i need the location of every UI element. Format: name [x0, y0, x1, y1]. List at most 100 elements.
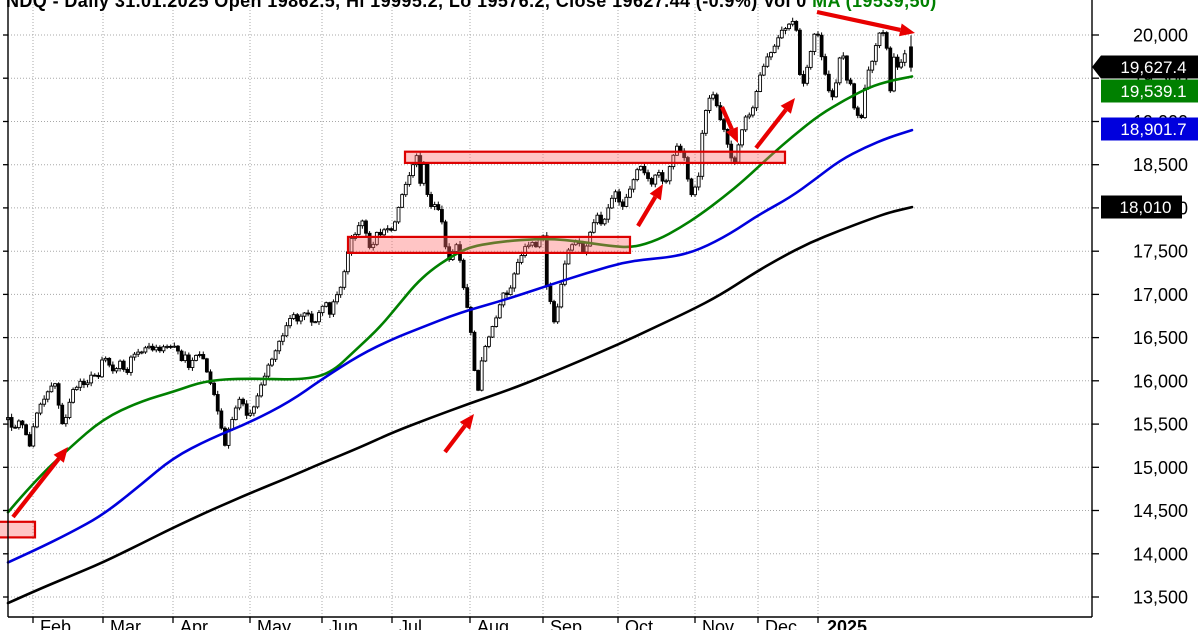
candle-up — [555, 306, 560, 323]
candle-up — [139, 351, 144, 354]
candle-up — [194, 354, 198, 361]
trend-arrow-top — [816, 9, 901, 32]
candle-up — [255, 395, 260, 408]
candle-up — [266, 364, 271, 377]
candle-up — [790, 20, 795, 25]
candle-up — [870, 60, 875, 71]
candle-up — [703, 110, 708, 134]
trend-arrow-nov-down — [720, 106, 734, 131]
candle-up — [877, 32, 882, 47]
candle-up — [273, 350, 278, 360]
candle-up — [497, 304, 502, 319]
candle-up — [588, 231, 593, 247]
zones-layer — [0, 150, 787, 539]
candle-down — [718, 105, 723, 121]
candle-down — [845, 55, 849, 81]
grid-layer — [8, 4, 1092, 617]
candle-down — [436, 204, 441, 210]
candle-up — [143, 347, 148, 353]
candle-up — [454, 244, 459, 252]
x-axis-month-label: Aug — [477, 617, 509, 630]
candle-up — [270, 358, 274, 366]
candle-up — [707, 97, 712, 111]
candle-down — [20, 420, 25, 426]
y-axis-label: 17,000 — [1133, 285, 1188, 305]
candle-down — [219, 410, 224, 429]
candle-up — [667, 166, 672, 182]
y-axis-label: 18,500 — [1133, 155, 1188, 175]
support-zone-jan — [0, 520, 37, 539]
y-axis-label: 20,000 — [1133, 26, 1188, 46]
y-axis-labels: 20,00019,50019,00018,50018,00017,50017,0… — [1133, 26, 1188, 608]
x-axis-month-label: Sep — [550, 617, 582, 630]
candle-up — [628, 188, 632, 198]
candle-up — [783, 28, 788, 31]
candle-up — [320, 305, 325, 314]
candle-up — [338, 286, 343, 296]
candle-up — [190, 359, 195, 368]
candle-down — [418, 155, 423, 184]
candle-down — [96, 374, 101, 378]
candle-up — [147, 345, 151, 349]
y-axis-label: 17,500 — [1133, 242, 1188, 262]
candle-up — [700, 132, 705, 177]
ma-mid-blue — [6, 128, 914, 564]
x-axis-labels: Feb Mar Apr May Jun Jul Aug Sep Oct Nov Dec 2025 — [40, 617, 867, 630]
candle-up — [414, 155, 419, 166]
trend-arrow-nov-up-head — [780, 98, 795, 114]
candle-down — [440, 209, 444, 223]
candle-up — [71, 389, 75, 403]
candle-up — [63, 417, 68, 425]
candle-up — [371, 243, 376, 248]
candle-up — [696, 175, 701, 188]
candle-down — [722, 119, 726, 130]
candle-up — [776, 37, 781, 47]
candle-up — [512, 273, 517, 289]
candle-up — [834, 82, 838, 98]
close-price-badge-label: 19,627.4 — [1120, 58, 1186, 77]
candle-up — [280, 335, 285, 342]
candle-up — [78, 380, 83, 388]
candle-up — [483, 346, 488, 362]
candle-up — [671, 154, 676, 168]
candle-up — [421, 163, 426, 184]
candle-up — [356, 225, 361, 235]
candle-up — [302, 312, 307, 317]
candle-up — [313, 321, 318, 324]
trend-arrow-oct-up — [636, 195, 658, 228]
candle-up — [85, 382, 90, 386]
candle-down — [830, 90, 835, 98]
candle-up — [656, 172, 661, 176]
candle-up — [165, 345, 169, 348]
ma-fast-green — [6, 75, 914, 514]
candle-up — [892, 56, 896, 92]
candle-down — [855, 107, 860, 116]
candle-up — [570, 244, 575, 251]
candle-up — [16, 420, 21, 429]
y-axis-label: 15,000 — [1133, 458, 1188, 478]
x-axis-month-label: Mar — [110, 617, 141, 630]
candle-down — [685, 157, 690, 180]
candle-down — [660, 172, 665, 182]
candle-up — [154, 346, 159, 351]
trend-arrow-jan-up-head — [53, 447, 68, 463]
candle-up — [89, 374, 94, 384]
candle-down — [859, 114, 864, 119]
candle-down — [794, 20, 799, 31]
candle-down — [9, 417, 14, 428]
candle-up — [103, 357, 108, 361]
candle-down — [179, 350, 184, 362]
candle-up — [226, 428, 231, 446]
chart-title: NDQ - Daily 31.01.2025 Open 19862.5, Hi … — [6, 0, 937, 12]
candle-up — [812, 33, 817, 52]
candle-up — [772, 45, 777, 53]
candle-up — [873, 45, 878, 62]
candle-down — [110, 364, 115, 372]
candle-up — [765, 56, 770, 67]
candle-up — [515, 261, 520, 275]
candle-down — [725, 128, 730, 145]
candle-up — [114, 368, 119, 372]
close-price-badge — [1092, 55, 1198, 79]
candle-down — [241, 398, 245, 405]
